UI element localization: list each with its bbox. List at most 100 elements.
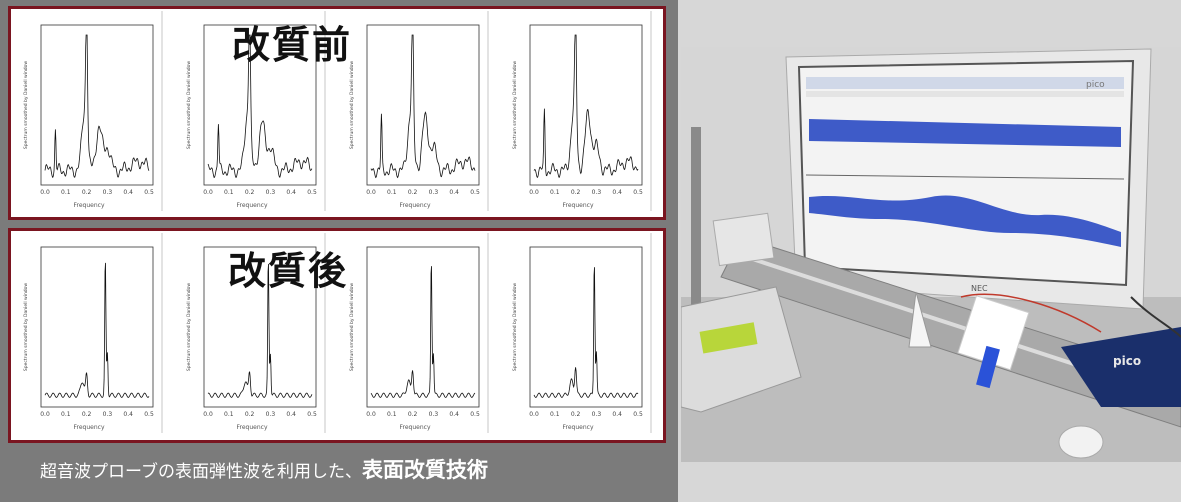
x-tick-label: 0.4	[612, 189, 622, 196]
x-tick-label: 0.5	[307, 411, 317, 418]
x-axis-label: Frequency	[562, 202, 594, 209]
x-tick-label: 0.0	[529, 411, 539, 418]
x-tick-label: 0.3	[592, 411, 602, 418]
spectrum-line	[370, 266, 476, 398]
plot-frame	[203, 246, 317, 408]
x-tick-label: 0.5	[633, 411, 643, 418]
x-tick-label: 0.2	[82, 411, 92, 418]
y-axis-label: Spectrum smoothed by Daniell window	[186, 283, 192, 372]
before-panel: 0.0 0.1 0.2 0.3 0.4 0.5 Spectrum smoothed by D…	[8, 6, 666, 220]
spectrum-plot: 0.0 0.1 0.2 0.3 0.4 0.5 Spectrum smoothed by D…	[506, 233, 652, 433]
y-axis-label: Spectrum smoothed by Daniell window	[349, 283, 355, 372]
x-axis-label: Frequency	[73, 424, 105, 431]
plot-frame	[529, 24, 643, 186]
spectrum-line	[207, 34, 313, 179]
y-axis-label: Spectrum smoothed by Daniell window	[349, 61, 355, 150]
x-tick-label: 0.1	[550, 189, 560, 196]
lab-setup-photo: NEC pico pico	[681, 47, 1181, 462]
x-tick-label: 0.3	[429, 189, 439, 196]
x-tick-label: 0.4	[449, 411, 459, 418]
lab-photo-illustration: NEC pico pico	[681, 47, 1181, 462]
spectrum-plot: 0.0 0.1 0.2 0.3 0.4 0.5 Spectrum smoothed by D…	[180, 11, 326, 211]
caption-prefix: 超音波プローブの表面弾性波を利用した、	[40, 462, 362, 482]
spectrum-line	[44, 34, 150, 178]
x-tick-label: 0.1	[61, 411, 71, 418]
y-axis-label: Spectrum smoothed by Daniell window	[512, 61, 518, 150]
x-tick-label: 0.5	[144, 411, 154, 418]
spectrum-plot: 0.0 0.1 0.2 0.3 0.4 0.5 Spectrum smoothed by D…	[506, 11, 652, 211]
monitor-brand-text: NEC	[971, 284, 988, 293]
x-tick-label: 0.5	[470, 411, 480, 418]
x-tick-label: 0.4	[286, 189, 296, 196]
plot-frame	[40, 24, 154, 186]
x-tick-label: 0.4	[286, 411, 296, 418]
caption-emphasis: 表面改質技術	[361, 458, 488, 482]
plot-frame	[366, 246, 480, 408]
spectrum-plot: 0.0 0.1 0.2 0.3 0.4 0.5 Spectrum smoothed by D…	[17, 233, 163, 433]
x-tick-label: 0.4	[612, 411, 622, 418]
x-tick-label: 0.5	[470, 189, 480, 196]
x-tick-label: 0.0	[203, 411, 213, 418]
x-tick-label: 0.2	[571, 189, 581, 196]
x-tick-label: 0.3	[592, 189, 602, 196]
spectrum-line	[370, 34, 476, 179]
spectrum-plot: 0.0 0.1 0.2 0.3 0.4 0.5 Spectrum smoothed by D…	[343, 233, 489, 433]
x-tick-label: 0.2	[408, 189, 418, 196]
after-title: 改質後	[228, 249, 349, 293]
spectrum-line	[44, 262, 150, 398]
x-axis-label: Frequency	[399, 424, 431, 431]
spectrum-plot: 0.0 0.1 0.2 0.3 0.4 0.5 Spectrum smoothed by D…	[343, 11, 489, 211]
x-tick-label: 0.3	[266, 411, 276, 418]
screen-brand-text: pico	[1086, 80, 1105, 90]
x-tick-label: 0.3	[266, 189, 276, 196]
spectrum-line	[533, 267, 639, 398]
device-brand-text: pico	[1113, 354, 1141, 368]
x-tick-label: 0.3	[103, 411, 113, 418]
plot-frame	[366, 24, 480, 186]
x-axis-label: Frequency	[73, 202, 105, 209]
y-axis-label: Spectrum smoothed by Daniell window	[23, 61, 29, 150]
x-tick-label: 0.4	[449, 189, 459, 196]
caption: 超音波プローブの表面弾性波を利用した、表面改質技術	[40, 454, 488, 484]
spectrum-plot: 0.0 0.1 0.2 0.3 0.4 0.5 Spectrum smoothed by D…	[180, 233, 326, 433]
x-tick-label: 0.5	[307, 189, 317, 196]
x-axis-label: Frequency	[236, 202, 268, 209]
x-tick-label: 0.2	[571, 411, 581, 418]
spectrum-line	[207, 263, 313, 398]
x-tick-label: 0.1	[550, 411, 560, 418]
x-tick-label: 0.3	[429, 411, 439, 418]
x-tick-label: 0.1	[224, 411, 234, 418]
y-axis-label: Spectrum smoothed by Daniell window	[512, 283, 518, 372]
y-axis-label: Spectrum smoothed by Daniell window	[186, 61, 192, 150]
x-tick-label: 0.0	[40, 189, 50, 196]
x-tick-label: 0.0	[366, 189, 376, 196]
x-tick-label: 0.2	[408, 411, 418, 418]
left-figure: 0.0 0.1 0.2 0.3 0.4 0.5 Spectrum smoothed by D…	[0, 0, 678, 502]
x-tick-label: 0.3	[103, 189, 113, 196]
x-tick-label: 0.0	[40, 411, 50, 418]
x-tick-label: 0.2	[245, 189, 255, 196]
plot-frame	[529, 246, 643, 408]
x-tick-label: 0.2	[245, 411, 255, 418]
x-axis-label: Frequency	[236, 424, 268, 431]
after-panel: 0.0 0.1 0.2 0.3 0.4 0.5 Spectrum smoothed by D…	[8, 228, 666, 443]
plot-frame	[40, 246, 154, 408]
x-tick-label: 0.5	[144, 189, 154, 196]
plot-frame	[203, 24, 317, 186]
x-tick-label: 0.2	[82, 189, 92, 196]
x-tick-label: 0.5	[633, 189, 643, 196]
x-tick-label: 0.0	[366, 411, 376, 418]
spectrum-plot: 0.0 0.1 0.2 0.3 0.4 0.5 Spectrum smoothed by D…	[17, 11, 163, 211]
x-tick-label: 0.0	[529, 189, 539, 196]
x-tick-label: 0.1	[387, 189, 397, 196]
x-tick-label: 0.4	[123, 189, 133, 196]
x-axis-label: Frequency	[399, 202, 431, 209]
spectrum-line	[533, 34, 639, 179]
x-tick-label: 0.4	[123, 411, 133, 418]
x-tick-label: 0.0	[203, 189, 213, 196]
y-axis-label: Spectrum smoothed by Daniell window	[23, 283, 29, 372]
x-tick-label: 0.1	[224, 189, 234, 196]
x-tick-label: 0.1	[387, 411, 397, 418]
x-axis-label: Frequency	[562, 424, 594, 431]
before-title: 改質前	[232, 23, 353, 67]
